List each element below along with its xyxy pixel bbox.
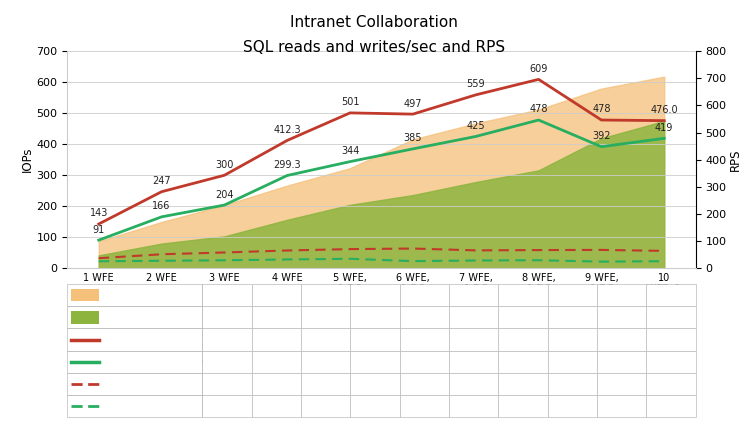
- Text: 59: 59: [565, 379, 579, 389]
- Text: 476.0: 476.0: [656, 334, 686, 345]
- Text: 270: 270: [464, 312, 483, 322]
- Text: 57.7: 57.7: [364, 379, 387, 389]
- Text: 166: 166: [153, 201, 171, 211]
- Text: 392: 392: [612, 357, 631, 367]
- Text: 497: 497: [404, 98, 422, 109]
- Text: Writes/sec Green Zone: Writes/sec Green Zone: [102, 357, 221, 367]
- Text: RPS Green Zone: RPS Green Zone: [102, 312, 186, 322]
- Text: SQL reads and writes/sec and RPS: SQL reads and writes/sec and RPS: [243, 40, 505, 55]
- Text: 91: 91: [221, 357, 233, 367]
- Text: 21.7: 21.7: [610, 401, 634, 412]
- Text: 234: 234: [414, 312, 435, 322]
- Text: 47.9: 47.9: [215, 312, 239, 322]
- Text: 143: 143: [90, 208, 108, 219]
- Text: 478: 478: [530, 104, 548, 115]
- Text: 300: 300: [215, 160, 233, 170]
- Text: RPS Max: RPS Max: [102, 290, 147, 300]
- Text: Reads/sec Green Zone: Reads/sec Green Zone: [102, 401, 219, 412]
- Text: 344: 344: [414, 357, 435, 367]
- Text: 609: 609: [562, 334, 582, 345]
- Text: 56.3: 56.3: [659, 379, 683, 389]
- Text: 166: 166: [266, 357, 286, 367]
- Text: 300: 300: [316, 334, 336, 345]
- Text: 478: 478: [562, 357, 582, 367]
- Text: 22.8: 22.8: [215, 401, 239, 412]
- Text: 299.3: 299.3: [274, 160, 301, 170]
- Text: 479: 479: [612, 312, 631, 322]
- Text: 204: 204: [215, 190, 233, 199]
- Text: 25.4: 25.4: [512, 401, 535, 412]
- Text: 299.3: 299.3: [360, 357, 390, 367]
- Text: Writes/sec Max: Writes/sec Max: [102, 334, 180, 345]
- Text: 706: 706: [661, 290, 681, 300]
- Text: 30.9: 30.9: [413, 401, 436, 412]
- Text: 26.3: 26.3: [561, 401, 584, 412]
- Text: Reads/sec Max: Reads/sec Max: [102, 379, 179, 389]
- Y-axis label: RPS: RPS: [729, 149, 742, 171]
- Text: 63.9: 63.9: [462, 379, 485, 389]
- Text: 419: 419: [661, 357, 681, 367]
- Text: 91: 91: [93, 225, 105, 235]
- Text: 478: 478: [592, 104, 610, 115]
- Text: 543: 543: [661, 312, 681, 322]
- Text: 100: 100: [217, 290, 237, 300]
- Text: 419: 419: [655, 123, 673, 133]
- Text: 32.7: 32.7: [215, 379, 239, 389]
- Text: 305: 305: [365, 290, 385, 300]
- Text: 204: 204: [316, 357, 336, 367]
- Text: 478: 478: [612, 334, 631, 345]
- Text: 412.3: 412.3: [360, 334, 390, 345]
- Text: 24.5: 24.5: [265, 401, 288, 412]
- Text: 559: 559: [467, 79, 485, 89]
- Text: 425: 425: [513, 357, 533, 367]
- Text: 59.5: 59.5: [610, 379, 634, 389]
- Text: 118: 118: [316, 312, 336, 322]
- Text: 247: 247: [266, 334, 286, 345]
- Text: 534: 534: [513, 290, 533, 300]
- Text: 475: 475: [464, 290, 484, 300]
- Text: 361: 361: [562, 312, 582, 322]
- Text: 91.4: 91.4: [265, 312, 288, 322]
- Text: 233: 233: [316, 290, 336, 300]
- Text: 476.0: 476.0: [651, 105, 678, 115]
- Text: 62.1: 62.1: [413, 379, 436, 389]
- Text: 497: 497: [464, 334, 484, 345]
- Text: 26.1: 26.1: [314, 401, 337, 412]
- Text: 318: 318: [513, 312, 533, 322]
- Text: 344: 344: [341, 146, 359, 156]
- Text: 385: 385: [464, 357, 484, 367]
- Text: 369: 369: [414, 290, 435, 300]
- Text: Intranet Collaboration: Intranet Collaboration: [290, 15, 458, 30]
- Text: 171: 171: [266, 290, 286, 300]
- Text: 412.3: 412.3: [274, 125, 301, 135]
- Text: 425: 425: [467, 121, 485, 131]
- Text: 609: 609: [530, 64, 548, 74]
- Text: 58: 58: [516, 379, 530, 389]
- Text: 501: 501: [414, 334, 435, 345]
- Text: 501: 501: [341, 97, 359, 107]
- Text: 51.2: 51.2: [314, 379, 337, 389]
- Text: 23.4: 23.4: [462, 401, 485, 412]
- Text: 392: 392: [592, 131, 610, 141]
- Text: 179: 179: [365, 312, 385, 322]
- Text: 23.1: 23.1: [659, 401, 683, 412]
- Text: 247: 247: [153, 176, 171, 186]
- Y-axis label: IOPs: IOPs: [21, 147, 34, 173]
- Text: 28.7: 28.7: [364, 401, 387, 412]
- Text: 559: 559: [513, 334, 533, 345]
- Text: 662: 662: [612, 290, 631, 300]
- Text: 385: 385: [404, 133, 422, 143]
- Text: 45.5: 45.5: [265, 379, 288, 389]
- Text: 143: 143: [217, 334, 237, 345]
- Text: 585: 585: [562, 290, 582, 300]
